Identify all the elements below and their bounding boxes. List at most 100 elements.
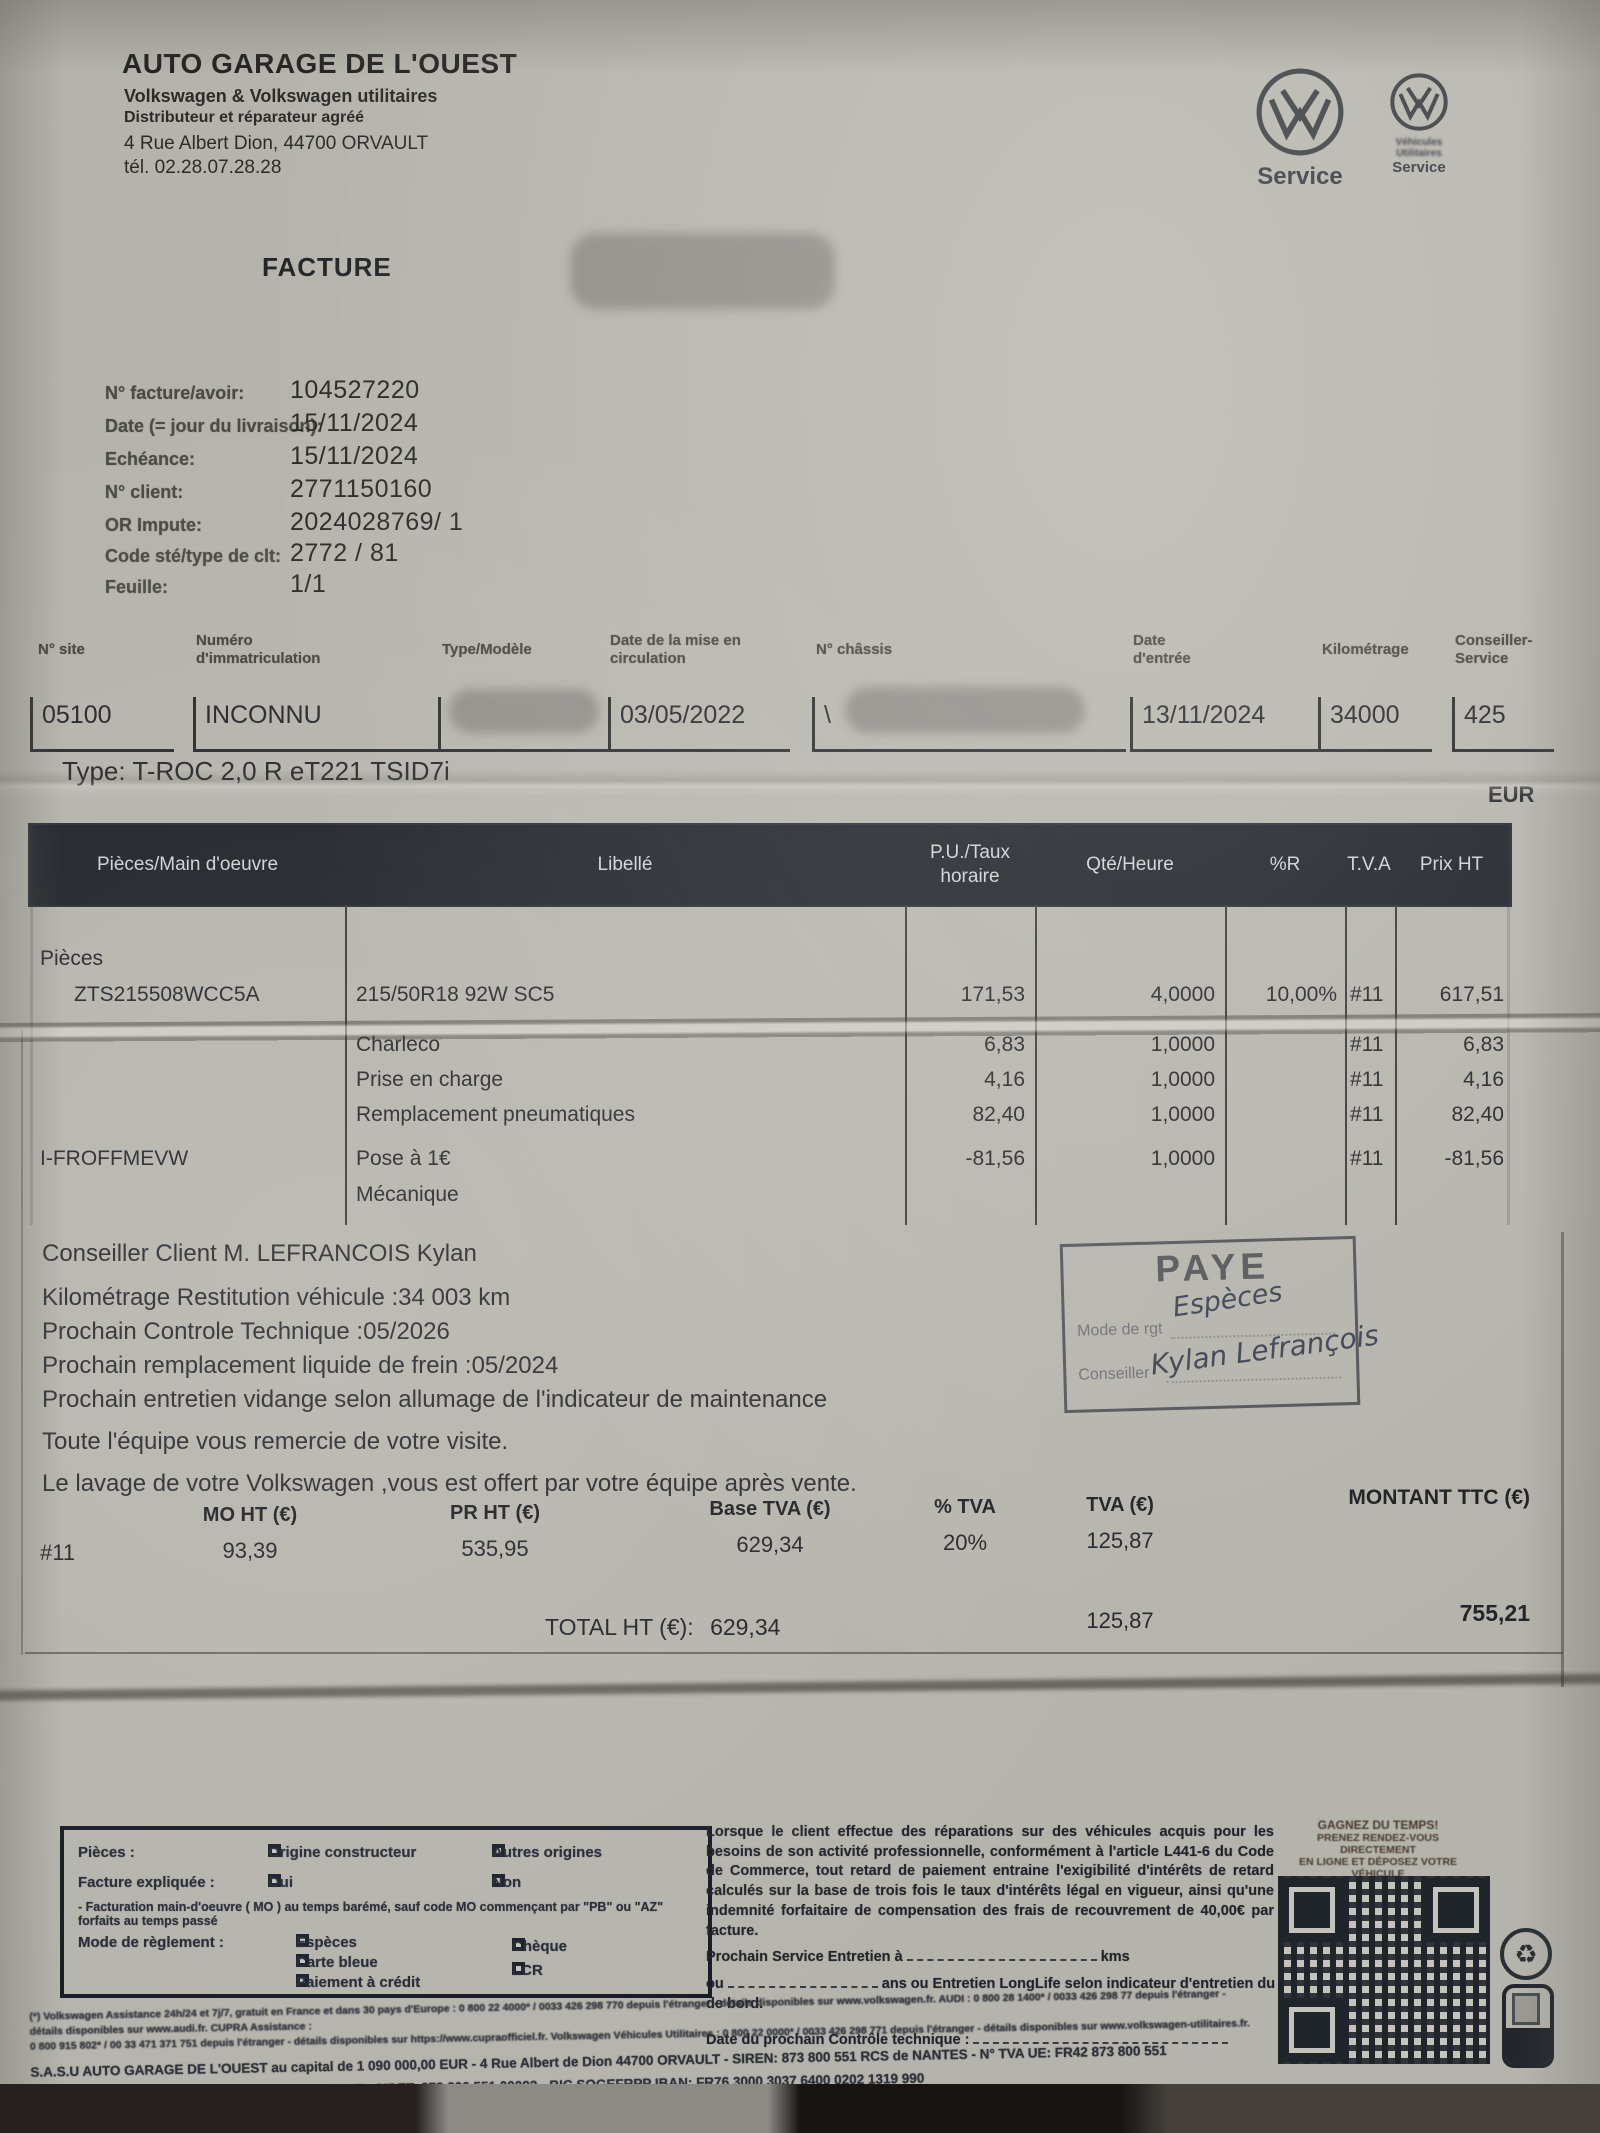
options-note: - Facturation main-d'oeuvre ( MO ) au te… (78, 1900, 664, 1928)
redaction-blob-type (449, 689, 599, 733)
vw-service-caption: Service (1257, 163, 1343, 190)
paper-crease (0, 1673, 1600, 1701)
vw-utilitaires-logo-icon (1390, 73, 1448, 131)
table-border-right (1507, 825, 1510, 1225)
col-header: Libellé (597, 854, 653, 875)
table-divider (1035, 905, 1037, 1225)
totals-code: #11 (40, 1540, 76, 1565)
vehicle-type-modele (438, 689, 620, 752)
legal-block: Lorsque le client effectue des réparatio… (706, 1823, 1330, 2051)
checkbox-label: Non (492, 1874, 522, 1891)
meta-label: N° facture/avoir: (105, 383, 245, 403)
checkbox-icon (296, 1934, 309, 1947)
item-pu: 6,83 (984, 1033, 1025, 1056)
company-address: 4 Rue Albert Dion, 44700 ORVAULT (124, 133, 429, 154)
item-pu: -81,56 (965, 1147, 1025, 1170)
note-line: Prochain entretien vidange selon allumag… (42, 1386, 828, 1413)
totals-header: MO HT (€) (202, 1504, 298, 1526)
options-row-label: Facture expliquée : (78, 1874, 215, 1891)
vw-utilitaires-line2: Utilitaires (1396, 148, 1442, 159)
document-title: FACTURE (262, 252, 392, 282)
vehicle-date-entree: 13/11/2024 (1130, 697, 1328, 752)
item-prix: 6,83 (1463, 1033, 1504, 1056)
vehicle-chassis: \ (812, 687, 1126, 752)
checkbox-label: Oui (268, 1874, 293, 1891)
totals-mo: 93,39 (222, 1538, 278, 1563)
meta-label: Feuille: (105, 577, 169, 597)
vehicle-chassis-partial: \ (824, 701, 831, 729)
item-tva: #11 (1350, 1147, 1384, 1170)
item-libelle: Remplacement pneumatiques (356, 1103, 635, 1126)
checkbox-icon (268, 1844, 281, 1857)
item-prix: -81,56 (1444, 1147, 1504, 1170)
checkbox-label: Chèque (512, 1938, 568, 1955)
totals-header: % TVA (934, 1496, 996, 1518)
options-row-label: Pièces : (78, 1844, 135, 1861)
service-line-2b: de bord. (706, 1995, 764, 2012)
service-line-2: ou ans ou Entretien LongLife selon indic… (706, 1974, 1330, 1995)
company-sub2: Distributeur et réparateur agréé (124, 109, 365, 126)
totals-pr: 535,95 (461, 1536, 529, 1561)
vehicle-col-label: Date de la mise en circulation (610, 632, 741, 667)
stamp-mode-label: Mode de rgt (1076, 1320, 1163, 1340)
item-libelle: 215/50R18 92W SC5 (356, 983, 555, 1006)
qr-finder-icon (1280, 1878, 1344, 1942)
col-header: P.U./Taux horaire (930, 842, 1010, 887)
vw-logo-icon (1256, 68, 1344, 156)
checkbox-icon (296, 1954, 309, 1967)
note-line: Prochain Controle Technique :05/2026 (42, 1318, 450, 1345)
item-qte: 1,0000 (1150, 1147, 1215, 1170)
checkbox-icon (492, 1844, 505, 1857)
meta-value: 104527220 (290, 376, 420, 404)
options-row-label: Mode de règlement : (78, 1934, 224, 1951)
items-table: Pièces/Main d'oeuvre Libellé P.U./Taux h… (30, 825, 1510, 1225)
checkbox-icon (512, 1938, 525, 1951)
totals-header: TVA (€) (1086, 1494, 1154, 1516)
meta-label: Date (= jour du livraison): (105, 416, 323, 436)
frame-line-right (1561, 1232, 1564, 1687)
meta-value: 15/11/2024 (290, 442, 419, 470)
item-libelle: Charleco (356, 1033, 441, 1056)
ct-date-label: Date du prochain Contrôle technique : (706, 2032, 970, 2049)
totals-header: MONTANT TTC (€) (1348, 1486, 1530, 1509)
blank-line (727, 1974, 878, 1989)
vehicle-mise-en-circulation: 03/05/2022 (608, 697, 790, 752)
service-line-1: Prochain Service Entretien à kms (706, 1947, 1274, 1968)
frame-line-left (21, 1030, 23, 1655)
item-libelle: Mécanique (356, 1183, 459, 1206)
checkbox-label: Carte bleue (296, 1954, 378, 1971)
qr-code (1278, 1876, 1490, 2064)
promo-line: GAGNEZ DU TEMPS! (1317, 1818, 1439, 1832)
col-header: Pièces/Main d'oeuvre (96, 854, 279, 875)
meta-label: N° client: (105, 482, 184, 502)
meta-value: 2771150160 (290, 475, 433, 503)
currency-label: EUR (1488, 782, 1535, 807)
totals-header: PR HT (€) (450, 1502, 540, 1524)
checkbox-label: Autres origines (492, 1844, 603, 1861)
item-prix: 4,16 (1463, 1068, 1504, 1091)
vehicle-col-label: Date d'entrée (1133, 632, 1191, 667)
table-divider (345, 905, 347, 1225)
company-phone: tél. 02.28.07.28.28 (124, 157, 282, 178)
vehicle-col-label: Conseiller-Service (1455, 632, 1533, 667)
meta-label: Echéance: (105, 449, 196, 469)
vehicle-immatriculation: INCONNU (193, 697, 447, 752)
blank-line (906, 1947, 1097, 1962)
vehicle-kilometrage: 34000 (1318, 697, 1432, 752)
vw-service-logo: Service (1252, 66, 1348, 191)
vw-utilitaires-line1: Véhicules (1395, 137, 1443, 148)
service-line-unit: kms (1100, 1949, 1130, 1966)
redaction-blob-chassis (845, 687, 1085, 733)
stamp-conseiller-label: Conseiller (1078, 1364, 1150, 1384)
vw-utilitaires-logo: Véhicules Utilitaires Service (1384, 72, 1454, 176)
meta-label: OR Impute: (105, 515, 202, 535)
service-line-3: Date du prochain Contrôle technique : (706, 2030, 1274, 2051)
note-line: Prochain remplacement liquide de frein :… (42, 1352, 559, 1379)
total-ht-label: TOTAL HT (€): (545, 1614, 694, 1640)
frame-line-bottom (25, 1652, 1563, 1654)
item-tva: #11 (1350, 1033, 1384, 1056)
vehicle-col-label: Numéro d'immatriculation (196, 632, 321, 667)
total-ttc-value: 755,21 (1459, 1600, 1530, 1626)
items-table-header: Pièces/Main d'oeuvre Libellé P.U./Taux h… (30, 825, 1510, 905)
